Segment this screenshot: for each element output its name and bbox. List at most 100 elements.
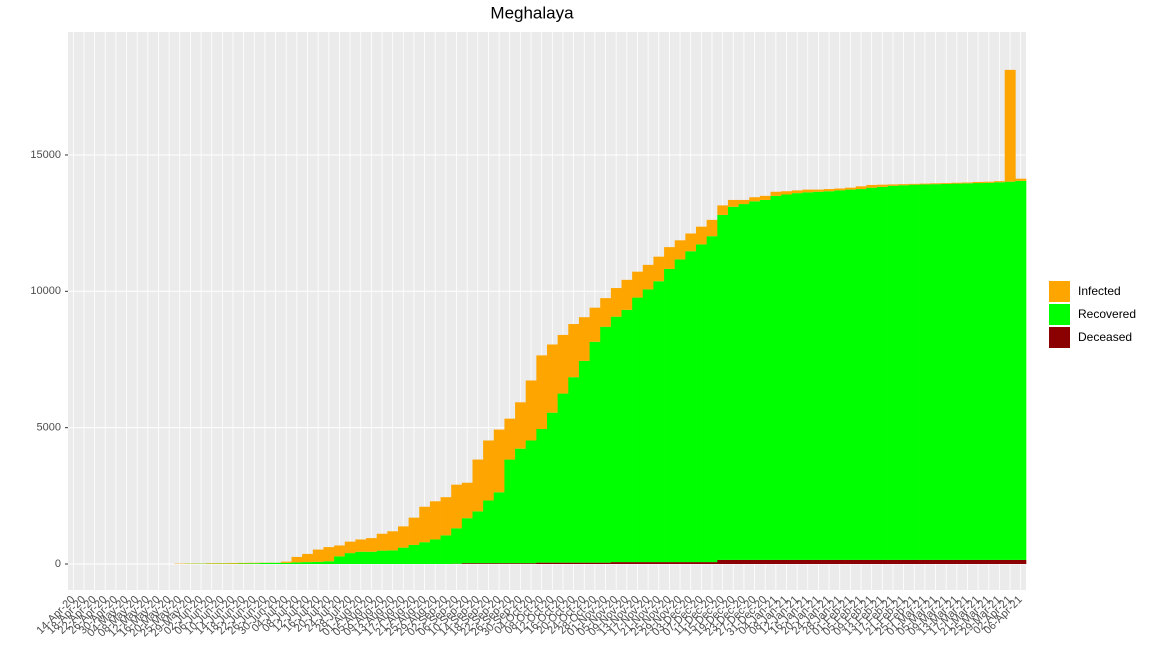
- bar-segment: [642, 562, 654, 565]
- bar-segment: [366, 538, 377, 552]
- bar-segment: [855, 186, 867, 190]
- bar-segment: [866, 559, 878, 565]
- bar-segment: [344, 541, 356, 554]
- bar-segment: [632, 297, 644, 563]
- bar-segment: [578, 360, 590, 563]
- bar-segment: [813, 191, 825, 560]
- bar-segment: [206, 563, 218, 564]
- bar-segment: [674, 259, 686, 563]
- bar-segment: [706, 562, 718, 565]
- bar-segment: [270, 562, 282, 565]
- chart-title: Meghalaya: [490, 3, 574, 22]
- bar-segment: [866, 184, 878, 188]
- bar-segment: [493, 492, 505, 564]
- bar-segment: [1015, 178, 1027, 181]
- bar-segment: [653, 256, 665, 282]
- bar-segment: [685, 562, 697, 565]
- bar-segment: [802, 559, 814, 565]
- bar-segment: [940, 183, 952, 560]
- bar-segment: [749, 559, 761, 565]
- bar-segment: [972, 183, 984, 560]
- bar-segment: [291, 556, 303, 563]
- bar-segment: [238, 563, 250, 565]
- bar-segment: [781, 191, 793, 195]
- bar-segment: [738, 204, 750, 560]
- bar-segment: [749, 197, 761, 202]
- bar-segment: [610, 288, 622, 317]
- bar-segment: [1015, 559, 1027, 565]
- bar-segment: [610, 562, 622, 565]
- bar-segment: [717, 214, 729, 560]
- bar-segment: [472, 459, 484, 512]
- bar-segment: [770, 559, 782, 565]
- bar-segment: [696, 226, 707, 245]
- bar-segment: [706, 236, 718, 563]
- bar-segment: [429, 501, 441, 540]
- bar-segment: [578, 562, 590, 565]
- bar-segment: [344, 553, 356, 565]
- bar-segment: [291, 562, 303, 565]
- bar-segment: [983, 182, 995, 560]
- bar-segment: [227, 562, 239, 564]
- bar-segment: [770, 191, 782, 196]
- bar-segment: [994, 181, 1006, 183]
- bar-segment: [493, 563, 505, 565]
- bar-segment: [802, 189, 814, 193]
- bar-segment: [419, 506, 431, 543]
- bar-segment: [781, 194, 793, 560]
- bar-segment: [429, 539, 441, 565]
- bar-segment: [823, 559, 835, 565]
- bar-segment: [302, 553, 314, 563]
- bar-segment: [515, 402, 527, 449]
- bar-segment: [600, 326, 612, 563]
- bar-segment: [376, 550, 388, 565]
- bar-segment: [472, 511, 484, 564]
- bar-segment: [983, 559, 995, 565]
- bar-segment: [280, 561, 292, 563]
- bar-segment: [759, 199, 771, 560]
- bar-segment: [653, 281, 665, 563]
- bar-segment: [802, 192, 814, 560]
- bar-segment: [504, 418, 516, 460]
- bar-segment: [387, 550, 399, 565]
- bar-segment: [706, 219, 718, 237]
- bar-segment: [759, 559, 771, 565]
- bar-segment: [451, 528, 463, 564]
- bar-segment: [717, 205, 729, 215]
- bar-segment: [632, 271, 644, 298]
- bar-segment: [525, 563, 537, 565]
- bar-segment: [770, 195, 782, 560]
- bar-segment: [951, 559, 963, 565]
- bar-segment: [312, 561, 324, 565]
- bar-segment: [600, 298, 612, 327]
- bar-segment: [280, 562, 292, 565]
- bar-segment: [930, 559, 942, 565]
- bar-segment: [334, 545, 346, 557]
- bar-segment: [930, 184, 942, 560]
- bar-segment: [727, 199, 739, 207]
- bar-segment: [568, 562, 580, 565]
- bar-segment: [397, 547, 409, 565]
- bar-segment: [589, 562, 601, 565]
- legend-key: [1049, 327, 1070, 348]
- bar-segment: [483, 440, 495, 501]
- bar-segment: [940, 183, 952, 184]
- bar-segment: [908, 183, 920, 185]
- bar-segment: [738, 199, 750, 205]
- bar-segment: [557, 393, 569, 563]
- bar-segment: [919, 559, 931, 565]
- bar-segment: [898, 559, 910, 565]
- bar-segment: [674, 240, 686, 260]
- bar-segment: [834, 188, 846, 191]
- bar-segment: [621, 279, 633, 310]
- bar-segment: [738, 559, 750, 565]
- bar-segment: [366, 551, 377, 565]
- bar-segment: [493, 429, 505, 493]
- bar-segment: [589, 307, 601, 342]
- bar-segment: [791, 193, 803, 560]
- bar-segment: [908, 559, 920, 565]
- bar-segment: [621, 562, 633, 565]
- bar-segment: [1004, 559, 1016, 565]
- bar-segment: [525, 380, 537, 441]
